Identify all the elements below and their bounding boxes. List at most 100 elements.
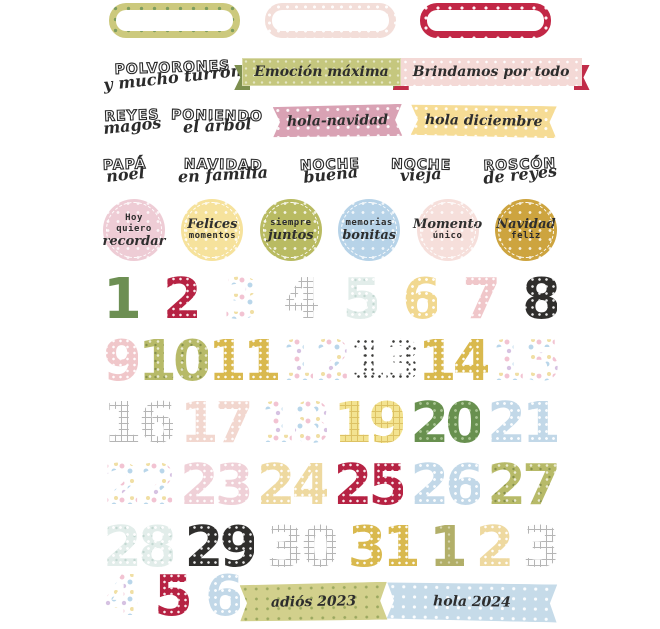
ribbon-bar: Brindamos por todo (400, 58, 582, 86)
ribbon-bar: Emoción máxima (242, 58, 401, 86)
round-stickers-row: Hoy quiero recordar Felices momentos siempre j… (103, 199, 557, 261)
calendar-number: 31 (347, 515, 418, 580)
round-sticker-line: feliz (511, 231, 541, 241)
word-sticker-script: noel (104, 162, 146, 186)
word-sticker: POLVORONES y mucho turrón (102, 57, 242, 94)
phrase-row-reyes: REYES magos PONIENDO el árbol hola-navidad ho… (102, 103, 557, 139)
round-sticker-line: momentos (188, 231, 237, 241)
tape-text: hola diciembre (425, 111, 544, 131)
round-sticker-line: quiero (116, 223, 152, 234)
calendar-number: 24 (256, 453, 327, 518)
round-sticker-gold: Navidad feliz (494, 199, 557, 261)
blank-labels-row (103, 3, 557, 38)
word-sticker: NOCHE buena (299, 155, 361, 187)
calendar-number: 27 (487, 453, 557, 518)
round-sticker-pink: Hoy quiero recordar (103, 199, 165, 261)
sticker-sheet: POLVORONES y mucho turrón Emoción máxima Br… (0, 0, 660, 600)
blank-label-pink (264, 3, 396, 38)
phrase-row-papa-noel: PAPÁ noel NAVIDAD en familia NOCHE buena NOCHE… (102, 152, 558, 188)
word-sticker: NOCHE vieja (391, 155, 453, 185)
word-sticker-script: buena (301, 161, 359, 187)
calendar-number: 28 (103, 515, 173, 580)
word-sticker-script: magos (102, 112, 163, 138)
word-sticker: PAPÁ noel (102, 155, 147, 186)
word-sticker-script: el árbol (182, 113, 252, 137)
calendar-number: 22 (103, 453, 173, 518)
year-banner-blue: hola 2024 (387, 582, 558, 623)
calendar-number: 23 (179, 453, 250, 518)
numbers-row-16-21: 16 17 18 19 20 21 (103, 400, 557, 448)
calendar-number: 18 (256, 391, 327, 456)
round-sticker-line: bonitas (342, 228, 397, 243)
calendar-number: 30 (265, 515, 336, 580)
calendar-number: 8 (522, 267, 557, 332)
year-banner-olive: adiós 2023 (240, 582, 388, 623)
calendar-number: 29 (184, 515, 255, 580)
tape-text: hola 2024 (433, 593, 512, 611)
blank-label-olive (109, 3, 240, 38)
calendar-number: 7 (462, 267, 498, 332)
calendar-number: 5 (153, 564, 189, 629)
round-sticker-line: juntos (267, 228, 314, 243)
calendar-number: 1 (428, 515, 464, 580)
round-sticker-blue: memorias bonitas (338, 199, 401, 261)
tape-text: hola-navidad (286, 112, 388, 130)
word-sticker-script: en familia (177, 162, 269, 186)
ribbon-banner-text: Emoción máxima (254, 64, 389, 80)
calendar-number: 3 (521, 515, 557, 580)
calendar-number: 3 (222, 267, 258, 332)
round-sticker-olive: siempre juntos (259, 199, 322, 261)
sticker-sheet-content: POLVORONES y mucho turrón Emoción máxima Br… (102, 3, 582, 623)
tape-text: adiós 2023 (270, 593, 357, 611)
round-sticker-line: memorias (345, 218, 393, 228)
round-sticker-line: Navidad (496, 217, 556, 232)
calendar-number: 17 (179, 391, 250, 456)
word-sticker-script: vieja (399, 163, 443, 185)
numbers-and-banners-row: 4 5 6 adiós 2023 hola 2024 (103, 573, 558, 623)
washi-tape-yellow: hola diciembre (411, 104, 557, 139)
round-sticker-blush: Momento único (413, 199, 482, 261)
calendar-number: 1 (103, 267, 142, 332)
calendar-number: 26 (410, 453, 481, 518)
word-sticker: ROSCÓN de reyes (482, 155, 558, 188)
round-sticker-line: Hoy (125, 212, 143, 223)
calendar-number: 21 (487, 391, 557, 456)
blank-label-crimson (420, 3, 551, 38)
calendar-number: 5 (342, 267, 378, 332)
blank-label-inner (271, 10, 389, 31)
calendar-number: 6 (204, 564, 240, 629)
numbers-row-9-15: 9 10 11 12 13 14 15 (103, 329, 558, 394)
calendar-number: 9 (103, 329, 138, 394)
calendar-number: 16 (103, 391, 173, 456)
calendar-number: 14 (417, 329, 488, 394)
calendar-number: 15 (487, 329, 558, 394)
word-sticker: NAVIDAD en familia (177, 155, 269, 186)
round-sticker-line: único (432, 231, 463, 241)
blank-label-inner (116, 10, 233, 31)
blank-label-inner (427, 10, 544, 31)
calendar-number: 2 (475, 515, 511, 580)
phrase-row-polvorones: POLVORONES y mucho turrón Emoción máxima Br… (102, 53, 582, 94)
calendar-number: 11 (207, 329, 278, 394)
washi-tape-rose: hola-navidad (272, 104, 402, 138)
round-sticker-line: recordar (102, 233, 166, 249)
calendar-number: 10 (137, 329, 208, 394)
calendar-number: 19 (333, 391, 404, 456)
round-sticker-line: siempre (270, 218, 312, 228)
calendar-number: 25 (333, 453, 404, 518)
calendar-number: 13 (347, 329, 418, 394)
numbers-row-28-31-1-3: 28 29 30 31 1 2 3 (103, 524, 557, 572)
ribbon-banner-pink: Brindamos por todo (400, 58, 582, 88)
word-sticker: REYES magos (102, 106, 163, 138)
round-sticker-yellow: Felices momentos (181, 199, 244, 261)
ribbon-banner-green: Emoción máxima (242, 58, 401, 88)
round-sticker-line: Momento (412, 217, 483, 232)
calendar-number: 4 (103, 564, 138, 629)
round-sticker-line: Felices (187, 217, 238, 232)
calendar-number: 6 (402, 267, 438, 332)
calendar-number: 4 (282, 267, 318, 332)
calendar-number: 2 (162, 267, 198, 332)
word-sticker: PONIENDO el árbol (170, 106, 263, 137)
